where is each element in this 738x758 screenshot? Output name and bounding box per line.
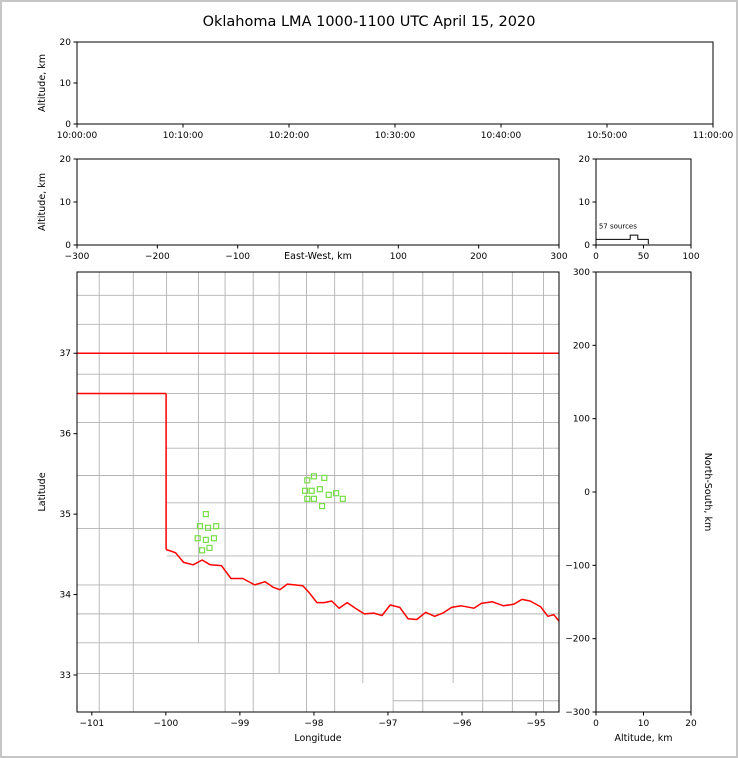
- y-tick-label: 0: [65, 241, 71, 251]
- source-point: [316, 486, 323, 493]
- state-border: [165, 548, 559, 622]
- source-point: [304, 477, 311, 484]
- source-point: [304, 495, 311, 502]
- source-point: [325, 491, 332, 498]
- x-tick-label: 10:10:00: [163, 131, 204, 141]
- source-point: [318, 502, 326, 510]
- figure-title: Oklahoma LMA 1000-1100 UTC April 15, 202…: [202, 14, 536, 30]
- ns_height-right-label: North-South, km: [702, 453, 713, 531]
- x-tick-label: 10:50:00: [587, 131, 628, 141]
- map-xlabel: Longitude: [294, 733, 341, 744]
- x-tick-label: 300: [550, 252, 567, 262]
- sources-count-label: 57 sources: [599, 223, 637, 231]
- map-ylabel: Latitude: [37, 472, 48, 511]
- axes-frame: [595, 158, 692, 246]
- y-tick-label: 36: [60, 430, 72, 440]
- x-tick-label: 20: [685, 719, 697, 729]
- x-tick-label: 100: [390, 252, 407, 262]
- y-tick-label: 300: [573, 268, 590, 278]
- source-point: [333, 490, 340, 497]
- time_height-ylabel: Altitude, km: [37, 54, 48, 112]
- source-point: [202, 536, 209, 543]
- y-tick-label: −200: [565, 635, 590, 645]
- source-point: [301, 487, 309, 494]
- y-tick-label: 200: [573, 341, 590, 351]
- x-tick-label: 50: [638, 252, 650, 262]
- alt_histogram-content: [596, 234, 649, 245]
- source-point: [206, 544, 213, 552]
- y-tick-label: 100: [573, 415, 590, 425]
- y-tick-label: −100: [565, 561, 590, 571]
- y-tick-label: 10: [60, 79, 72, 89]
- axes-frame: [76, 41, 714, 125]
- map-content: [77, 272, 559, 712]
- y-tick-label: 35: [60, 510, 71, 520]
- x-tick-label: −101: [79, 719, 104, 729]
- x-tick-label: −300: [65, 252, 90, 262]
- x-tick-label: −200: [145, 252, 170, 262]
- source-point: [308, 487, 315, 494]
- source-point: [194, 535, 201, 542]
- ns_height-panel: 0 10 20 −300 −200 −100 0 100 200 300 Altitude, km N…: [565, 268, 713, 744]
- x-tick-label: 10:00:00: [57, 131, 98, 141]
- y-tick-label: 0: [65, 120, 71, 130]
- source-point: [339, 495, 346, 502]
- x-tick-label: 0: [593, 252, 599, 262]
- y-tick-label: 20: [60, 155, 72, 165]
- ns_height-xlabel: Altitude, km: [615, 733, 673, 744]
- source-point: [204, 524, 212, 531]
- axes-frame: [76, 271, 560, 713]
- x-tick-label: 200: [470, 252, 487, 262]
- alt_histogram-panel: 57 sources 0 50 100 0 10 20: [579, 155, 700, 262]
- x-tick-label: −95: [527, 719, 546, 729]
- y-tick-label: 20: [579, 155, 591, 165]
- source-point: [210, 535, 218, 542]
- x-tick-label: −96: [453, 719, 472, 729]
- y-tick-label: 0: [584, 488, 590, 498]
- x-tick-label: 10:40:00: [481, 131, 522, 141]
- source-point: [199, 547, 206, 554]
- histogram-line: [596, 234, 649, 245]
- ew_height-panel: −300 −200 −100 100 200 300 0 10 20 East-West, km A…: [37, 155, 568, 262]
- y-tick-label: 10: [579, 198, 591, 208]
- x-tick-label: 10:20:00: [269, 131, 310, 141]
- x-tick-label: 0: [593, 719, 599, 729]
- source-point: [213, 523, 220, 530]
- source-point: [196, 523, 204, 530]
- x-tick-label: 10:30:00: [375, 131, 416, 141]
- x-tick-label: −98: [304, 719, 323, 729]
- y-tick-label: 0: [584, 241, 590, 251]
- y-tick-label: 34: [60, 591, 72, 601]
- x-tick-label: −99: [230, 719, 249, 729]
- x-tick-label: 11:00:00: [693, 131, 734, 141]
- y-tick-label: 37: [60, 349, 71, 359]
- source-point: [310, 495, 318, 502]
- source-point: [321, 474, 328, 482]
- x-tick-label: 10: [638, 719, 650, 729]
- y-tick-label: 10: [60, 198, 72, 208]
- time_height-panel: 10:00:00 10:10:00 10:20:00 10:30:00 10:40:00…: [37, 38, 733, 141]
- axes-frame: [76, 158, 560, 246]
- y-tick-label: −300: [565, 708, 590, 718]
- x-tick-label: −100: [153, 719, 178, 729]
- ew_height-xlabel: East-West, km: [284, 251, 352, 262]
- y-tick-label: 20: [60, 38, 72, 48]
- y-tick-label: 33: [60, 671, 71, 681]
- x-tick-label: −100: [225, 252, 250, 262]
- source-point: [202, 511, 209, 518]
- ew_height-ylabel: Altitude, km: [37, 173, 48, 231]
- source-point: [310, 473, 318, 480]
- map-panel: −101 −100 −99 −98 −97 −96 −95 33 34 35 36 37 Longitu…: [37, 271, 560, 744]
- x-tick-label: −97: [378, 719, 397, 729]
- x-tick-label: 100: [682, 252, 699, 262]
- axes-frame: [595, 271, 692, 713]
